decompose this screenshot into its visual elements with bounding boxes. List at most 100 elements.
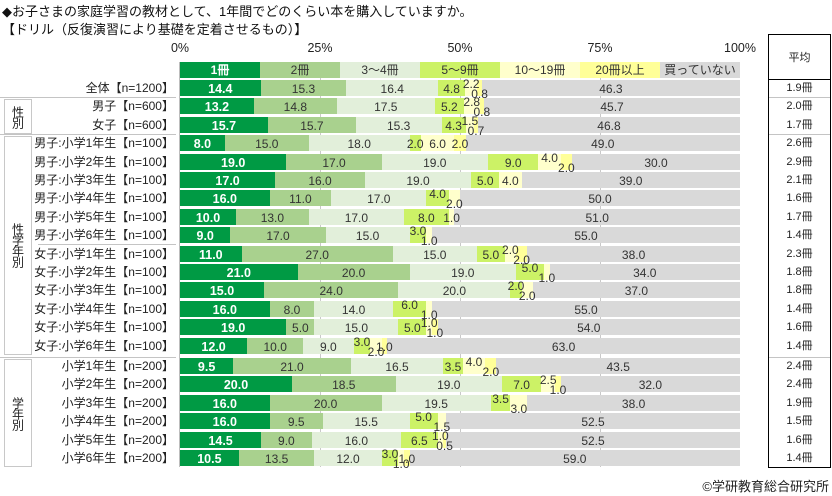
bar-segment [465,116,474,133]
bar-segment [398,319,427,336]
average-column: 平均 [768,34,831,468]
data-label: 6.5 [411,433,428,448]
data-label: 16.0 [212,396,237,411]
data-label: 14.4 [208,82,233,96]
bar-segment [426,227,432,244]
bar-segment [521,282,533,299]
data-label: 15.3 [291,82,316,96]
bar-segment [331,190,427,207]
data-label: 10.5 [197,452,222,466]
data-label: 11.0 [198,247,223,262]
group-label: 性別 [4,99,32,134]
data-label: 37.0 [624,284,649,299]
data-label: 2.5 [539,373,557,388]
average-value: 1.4冊 [786,339,813,352]
row-label: 男子【n=600】 [92,99,174,114]
bar-segment [180,300,270,317]
bar-segment [474,116,478,133]
row-label: 小学1年生【n=200】 [61,359,174,373]
row-label: 男子:小学2年生【n=100】 [34,154,174,169]
data-label: 50.0 [588,192,612,207]
bar-segment [398,282,511,299]
bar-segment [395,376,502,393]
data-label: 54.0 [577,321,601,336]
bar-segment [409,227,427,244]
data-label: 16.0 [212,192,237,207]
data-label: 52.5 [581,433,605,448]
bar-segment [521,172,740,188]
data-label: 16.4 [380,82,404,96]
data-label: 3.5 [492,391,509,406]
average-value: 1.6冊 [786,321,813,334]
bar-segment [346,80,439,96]
group-separator [769,133,830,135]
bar-segment [392,300,427,317]
bar-segment [269,300,315,317]
data-label: 38.0 [621,247,646,262]
bar-segment [180,98,254,115]
data-label: 8.0 [418,210,435,225]
data-label: 2.0 [451,137,469,152]
data-label: 5.0 [476,174,494,188]
data-label: 15.0 [355,229,380,244]
data-label: 20.0 [313,396,338,411]
legend-item: 10～19冊 [500,62,580,78]
bar-segment [180,413,270,430]
row-label: 小学3年生【n=200】 [61,395,174,410]
data-label: 19.0 [221,155,246,170]
subgroup-separator [38,244,176,246]
data-label: 20.0 [442,284,467,299]
data-label: 1.0 [432,428,449,443]
chart-subtitle: 【ドリル（反復演習により基礎を定着させるもの）】 [2,22,308,37]
data-label: 4.0 [502,174,519,188]
data-label: 2.0 [406,137,424,152]
data-label: 43.5 [606,360,630,374]
row-label: 女子:小学6年生【n=100】 [34,338,174,353]
data-label: 5.0 [415,410,432,425]
average-value: 1.9冊 [786,396,813,409]
data-label: 16.0 [344,433,369,448]
bar-segment [527,245,740,262]
average-value: 1.7冊 [786,118,813,131]
data-label: 2.0 [482,365,500,379]
bar-segment [236,208,309,225]
data-label: 10.0 [263,339,287,354]
bar-segment [463,98,480,115]
data-label: 5.0 [521,261,539,275]
bar-segment [465,80,478,96]
data-label: 19.0 [406,174,430,188]
bar-segment [267,116,356,133]
bar-segment [404,208,449,225]
data-label: 0.5 [436,438,453,453]
bar-segment [432,300,740,317]
group-separator [0,96,176,98]
bar-segment [544,264,550,280]
data-label: 9.0 [278,433,295,448]
bar-segment [180,208,236,225]
bar-segment [462,358,486,374]
group-label: 学年別 [4,359,32,467]
bar-segment [180,394,270,411]
bar-segment [241,245,393,262]
data-label: 59.0 [563,452,587,466]
data-label: 17.0 [266,229,290,244]
row-label: 小学2年生【n=200】 [61,377,174,392]
data-label: 0.8 [473,105,491,120]
data-label: 1.0 [443,210,460,225]
bar-segment [230,227,326,244]
bar-segment [499,172,522,188]
bar-segment [560,376,740,393]
data-label: 19.0 [423,155,447,170]
data-label: 14.8 [283,100,308,115]
data-label: 46.8 [597,118,621,133]
data-label: 5.2 [441,100,458,115]
bar-segment [549,264,740,280]
bar-segment [481,80,740,96]
bar-segment [477,80,482,96]
copyright-text: ©学研教育総合研究所 [702,479,829,494]
data-label: 15.7 [300,118,324,133]
row-label: 女子:小学4年生【n=100】 [34,301,174,316]
legend-item: 3～4冊 [340,62,420,78]
bar-segment [426,319,432,336]
bar-segment [355,116,442,133]
